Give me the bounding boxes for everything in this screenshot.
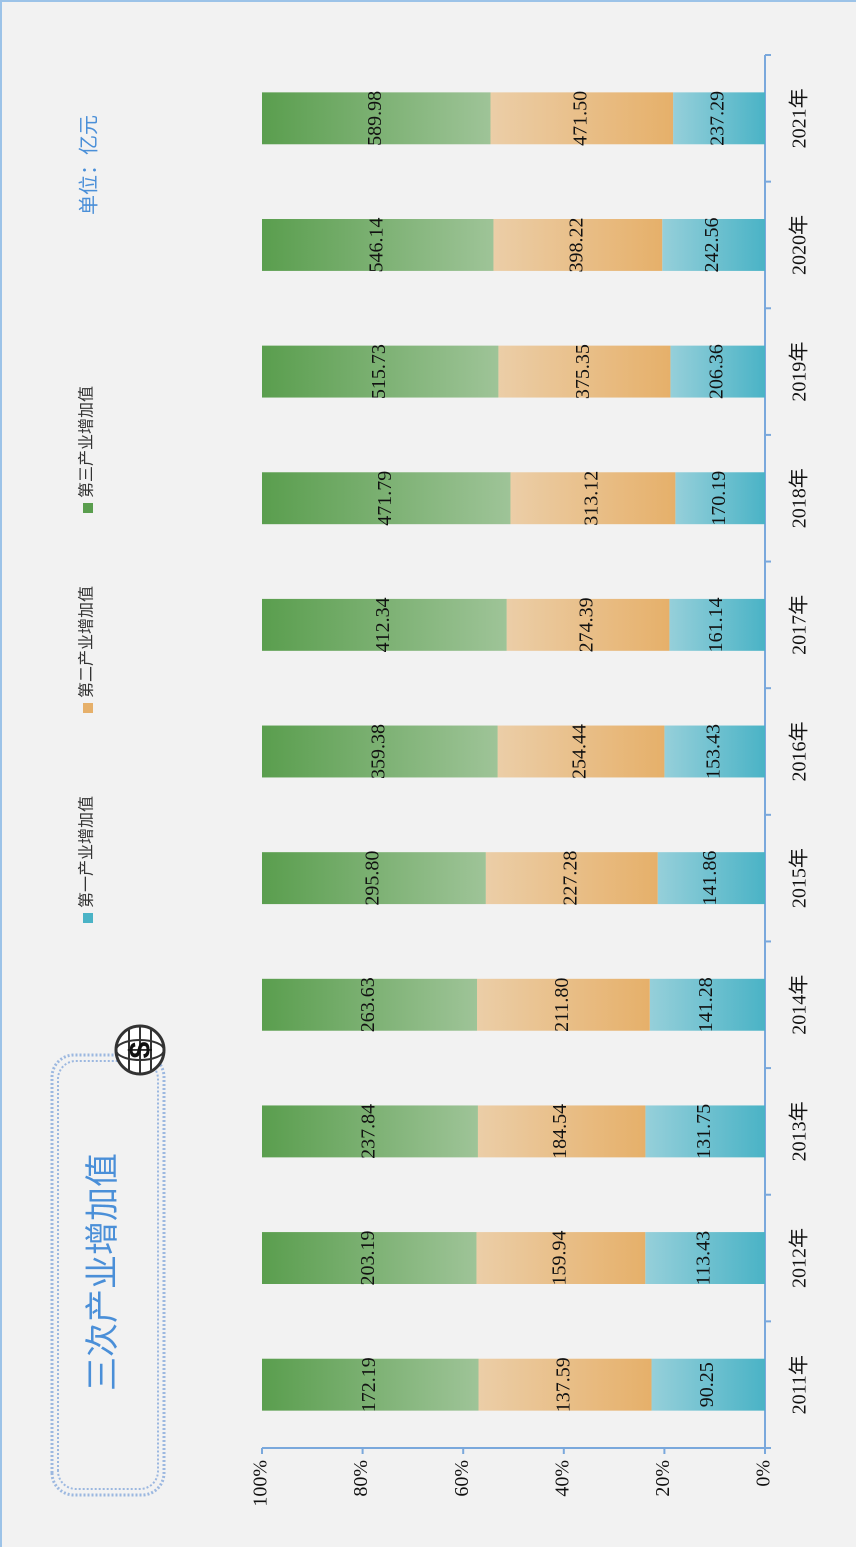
globe-icon: $ [114, 1024, 166, 1076]
bar-segment [477, 1105, 646, 1158]
bar-segment [675, 472, 766, 525]
data-label: 546.14 [365, 217, 387, 272]
y-tick-label: 0% [753, 1460, 775, 1487]
legend-swatch [83, 503, 93, 513]
data-label: 211.80 [551, 978, 573, 1032]
bar-segment [649, 978, 765, 1031]
data-label: 589.98 [364, 91, 386, 146]
x-tick-label: 2012年 [788, 1228, 811, 1288]
bar-segment [476, 1232, 646, 1285]
rotated-chart: $ 三次产业增加值 单位：亿元 0% 20% 40% 60% 80% 100% 2011年 9… [50, 54, 811, 1507]
x-tick-label: 2017年 [788, 595, 811, 655]
bar-segment [262, 472, 511, 525]
legend-swatch [83, 703, 93, 713]
data-label: 359.38 [367, 724, 389, 779]
bar-segment [262, 218, 494, 271]
data-label: 375.35 [572, 344, 594, 399]
data-label: 170.19 [708, 471, 730, 526]
data-label: 141.28 [695, 977, 717, 1032]
y-tick-label: 40% [551, 1460, 573, 1497]
data-label: 471.50 [569, 91, 591, 146]
bar-segment [485, 852, 658, 905]
data-label: 227.28 [559, 851, 581, 906]
y-tick-label: 60% [451, 1460, 473, 1497]
x-tick-label: 2016年 [788, 722, 811, 782]
data-label: 313.12 [581, 471, 603, 526]
data-label: 412.34 [372, 597, 394, 652]
data-label: 141.86 [699, 851, 721, 906]
bar-segment [498, 345, 671, 398]
chart-title: 三次产业增加值 [84, 1153, 122, 1391]
data-label: 206.36 [705, 344, 727, 399]
bar-segment [497, 725, 665, 778]
bar-segment [262, 1105, 478, 1158]
bar-segment [673, 92, 766, 145]
svg-text:$: $ [124, 1041, 157, 1058]
bar-segment [645, 1232, 765, 1285]
legend-swatch [83, 913, 93, 923]
data-label: 161.14 [705, 597, 727, 652]
bar-segment [262, 725, 498, 778]
y-tick-label: 100% [250, 1460, 272, 1507]
data-label: 398.22 [565, 217, 587, 272]
bar-segment [510, 472, 676, 525]
y-tick-label: 80% [350, 1460, 372, 1497]
bar-segment [262, 852, 486, 905]
data-label: 237.29 [707, 91, 729, 146]
legend-label: 第二产业增加值 [78, 586, 96, 698]
data-label: 172.19 [358, 1357, 380, 1412]
data-label: 203.19 [357, 1231, 379, 1286]
legend-label: 第一产业增加值 [78, 796, 96, 908]
title-frame-inner [57, 1060, 159, 1490]
bar-segment [490, 92, 674, 145]
bar-segment [669, 598, 766, 651]
bar-segment [262, 345, 499, 398]
bar-segment [262, 92, 491, 145]
data-label: 113.43 [693, 1231, 715, 1285]
bar-segment [645, 1105, 765, 1158]
bar-segment [657, 852, 766, 905]
x-tick-label: 2021年 [788, 88, 811, 148]
title-frame [50, 1053, 166, 1497]
data-label: 471.79 [374, 471, 396, 526]
data-label: 137.59 [553, 1357, 575, 1412]
legend-label: 第三产业增加值 [78, 386, 96, 498]
x-tick-label: 2013年 [788, 1101, 811, 1161]
x-tick-label: 2011年 [788, 1355, 811, 1414]
data-label: 184.54 [549, 1104, 571, 1159]
data-label: 237.84 [358, 1104, 380, 1159]
data-label: 515.73 [368, 344, 390, 399]
unit-label: 单位：亿元 [77, 115, 100, 215]
y-tick-label: 20% [652, 1460, 674, 1497]
x-tick-label: 2019年 [788, 342, 811, 402]
bar-segment [670, 345, 765, 398]
data-label: 295.80 [361, 851, 383, 906]
data-label: 242.56 [701, 217, 723, 272]
x-tick-label: 2015年 [788, 848, 811, 908]
data-label: 254.44 [569, 724, 591, 779]
bar-segment [262, 1232, 477, 1285]
bar-segment [651, 1358, 766, 1411]
bar-segment [493, 218, 663, 271]
bar-segment [477, 978, 650, 1031]
data-label: 274.39 [576, 597, 598, 652]
bar-segment [262, 598, 507, 651]
bar-segment [262, 1358, 479, 1411]
data-label: 263.63 [357, 977, 379, 1032]
data-label: 131.75 [693, 1104, 715, 1159]
bar-segment [664, 725, 765, 778]
data-label: 90.25 [696, 1362, 718, 1407]
x-tick-label: 2014年 [788, 975, 811, 1035]
data-label: 159.94 [548, 1231, 570, 1286]
x-tick-label: 2020年 [788, 215, 811, 275]
bar-segment [478, 1358, 652, 1411]
bar-segment [662, 218, 765, 271]
x-tick-label: 2018年 [788, 468, 811, 528]
bar-segment [506, 598, 670, 651]
bar-segment [262, 978, 478, 1031]
data-label: 153.43 [702, 724, 724, 779]
